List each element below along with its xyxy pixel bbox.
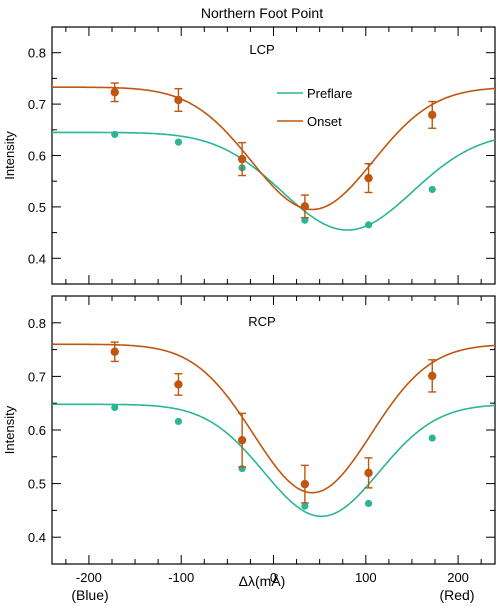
rcp-preflare-point (111, 403, 119, 412)
lcp-annotation: LCP (249, 42, 274, 57)
lcp-legend: Preflare Onset (277, 86, 353, 129)
lcp-plot-frame (51, 26, 496, 285)
rcp-onset-point (174, 380, 183, 389)
lcp-onset-point (364, 173, 373, 183)
x-tick-label: -100 (168, 570, 194, 585)
rcp-onset-point (300, 479, 310, 489)
lcp-ytick-label: 0.7 (28, 97, 46, 112)
rcp-panel: Intensity RCP 0.4 0.5 0.6 0.7 0.8 -200 -100 0 10… (2, 295, 496, 585)
rcp-ytick-label: 0.7 (28, 369, 46, 384)
x-tick-label: 200 (447, 570, 469, 585)
lcp-onset-point (174, 95, 183, 105)
lcp-onset-point (237, 154, 247, 164)
lcp-panel: Intensity LCP Preflare Onset 0.4 0.5 0.6 0.… (2, 26, 496, 285)
rcp-preflare-fit-line (52, 403, 496, 518)
rcp-onset-fit-line (52, 343, 496, 494)
lcp-preflare-point (301, 216, 309, 224)
rcp-annotation: RCP (248, 314, 275, 329)
lcp-preflare-fit-line (52, 131, 496, 231)
lcp-ytick-label: 0.6 (28, 149, 46, 164)
x-tick-label: 100 (355, 570, 377, 585)
legend-label-preflare: Preflare (307, 86, 353, 101)
x-axis-label-red: (Red) (439, 587, 474, 603)
rcp-ytick-label: 0.4 (28, 530, 46, 545)
figure-title: Northern Foot Point (201, 5, 323, 21)
lcp-onset-point (110, 88, 119, 97)
legend-label-onset: Onset (307, 114, 342, 129)
rcp-onset-point (428, 371, 437, 381)
lcp-onset-point (300, 202, 310, 211)
rcp-preflare-point (428, 434, 436, 442)
lcp-preflare-point (174, 138, 183, 146)
x-axis-label: Δλ(mÅ) (239, 573, 286, 589)
rcp-preflare-point (301, 502, 309, 510)
rcp-preflare-point (364, 499, 373, 508)
lcp-preflare-point (428, 185, 436, 194)
rcp-onset-point (364, 468, 373, 478)
lcp-preflare-point (364, 221, 373, 229)
lcp-ytick-label: 0.8 (28, 46, 46, 61)
rcp-onset-point (110, 347, 119, 356)
rcp-ytick-label: 0.5 (28, 477, 46, 492)
rcp-preflare-point (174, 417, 183, 426)
x-axis-label-blue: (Blue) (71, 587, 108, 603)
lcp-onset-fit-line (52, 86, 495, 211)
rcp-onset-point (237, 435, 247, 445)
lcp-ytick-label: 0.5 (28, 200, 46, 215)
lcp-onset-point (428, 110, 437, 120)
rcp-ytick-label: 0.8 (28, 316, 46, 331)
lcp-ylabel: Intensity (2, 131, 17, 180)
rcp-ylabel: Intensity (2, 405, 17, 454)
rcp-ytick-label: 0.6 (28, 423, 46, 438)
x-tick-label: -200 (76, 570, 102, 585)
x-tick-label: 0 (270, 570, 277, 585)
lcp-preflare-point (111, 130, 119, 139)
lcp-ytick-label: 0.4 (28, 251, 46, 266)
rcp-plot-frame (51, 295, 496, 565)
